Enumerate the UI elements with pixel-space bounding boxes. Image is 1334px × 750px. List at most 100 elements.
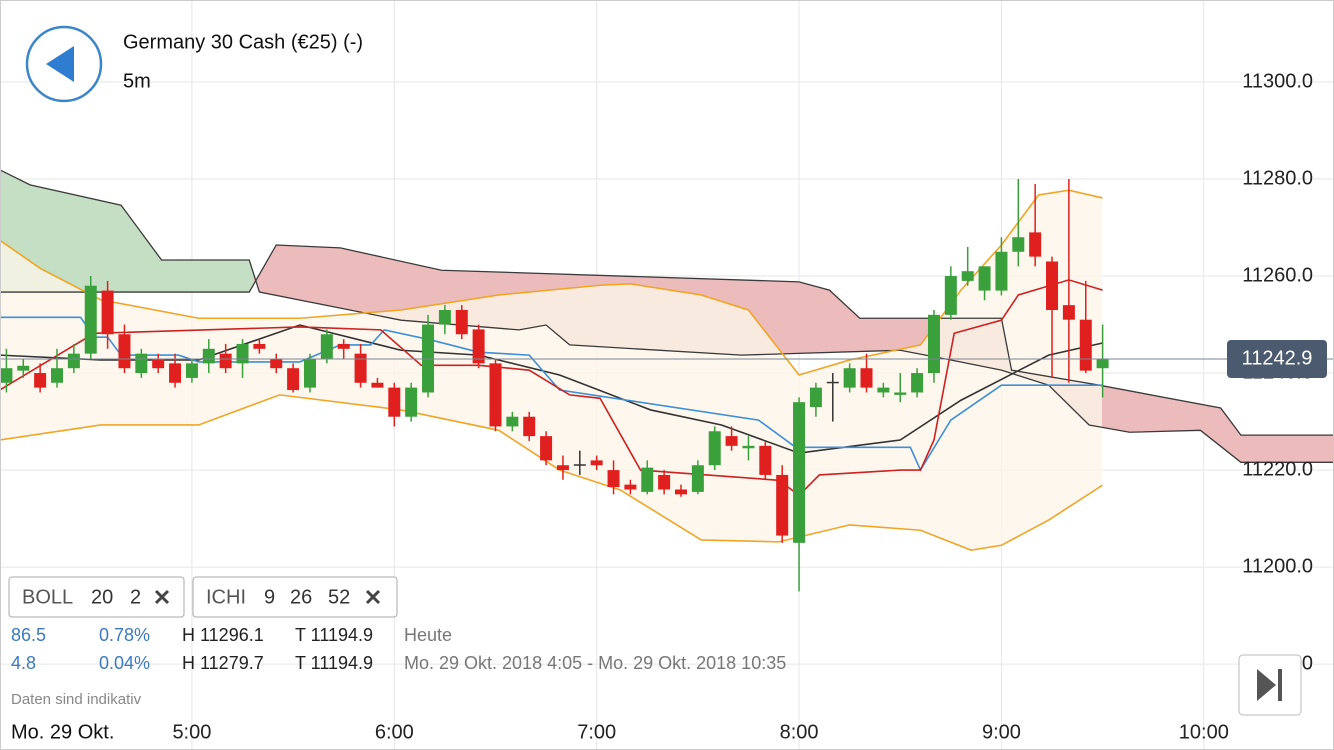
candle-body	[152, 358, 165, 369]
candle-body	[607, 470, 620, 488]
y-tick-label: 11220.0	[1242, 458, 1313, 480]
stat-cell: 0.04%	[99, 653, 150, 673]
note: Daten sind indikativ	[11, 691, 142, 708]
candle-body	[405, 387, 418, 417]
indicator-name: ICHI	[206, 586, 246, 608]
candle-body	[1079, 319, 1092, 371]
candle-body	[843, 368, 856, 388]
stat-cell: 86.5	[11, 625, 46, 645]
candle-body	[337, 343, 350, 349]
x-tick-label: 5:00	[172, 721, 211, 743]
candle-body	[354, 353, 367, 383]
date-label: Mo. 29 Okt.	[11, 721, 114, 743]
candle-body	[759, 445, 772, 475]
candle-body	[641, 467, 654, 492]
x-tick-label: 7:00	[577, 721, 616, 743]
candle-body	[978, 266, 991, 291]
indicator-chip[interactable]	[192, 576, 398, 618]
candle-body	[776, 474, 789, 536]
candle-body	[51, 368, 64, 383]
candle-body	[169, 363, 182, 383]
candle-body	[438, 309, 451, 325]
candle-body	[809, 387, 822, 408]
remove-icon[interactable]	[365, 589, 381, 605]
candle-body	[877, 387, 890, 393]
skip-icon-bar	[1278, 669, 1282, 701]
candle-body	[84, 285, 97, 354]
indicator-param: 2	[130, 586, 141, 608]
y-tick-label: 11300.0	[1242, 70, 1313, 92]
candle-body	[303, 358, 316, 388]
candle-body	[556, 465, 569, 471]
candle-body	[135, 353, 148, 374]
stat-cell: Heute	[404, 625, 452, 645]
indicator-param: 20	[91, 586, 113, 608]
candle-body	[67, 353, 80, 369]
stat-cell: T 11194.9	[295, 625, 373, 645]
x-tick-label: 9:00	[982, 721, 1021, 743]
indicator-line	[0, 394, 1104, 551]
candle-body	[101, 290, 114, 335]
last-price: 11242.9	[1242, 347, 1313, 369]
x-tick-label: 8:00	[780, 721, 819, 743]
candle-body	[236, 343, 249, 364]
candle-body	[489, 363, 502, 427]
candle-body	[388, 387, 401, 417]
instrument-title: Germany 30 Cash (€25) (-)	[123, 31, 363, 53]
candle-body	[270, 358, 283, 369]
candle-body	[202, 348, 215, 364]
candle-body	[927, 314, 940, 374]
stat-cell: 0.78%	[99, 625, 150, 645]
candle-body	[944, 276, 957, 315]
indicator-line	[0, 316, 1103, 472]
cloud-fill	[0, 169, 254, 293]
candle-body	[287, 368, 300, 391]
interval[interactable]: 5m	[123, 70, 151, 92]
candle-body	[523, 416, 536, 437]
candle-body	[1096, 358, 1109, 369]
candle-body	[674, 489, 687, 495]
overlay: 5:00 6:00 7:00 8:00 9:00 10:00 Germany 30 Cas…	[0, 25, 1327, 750]
candle-body	[1012, 237, 1025, 252]
skip-icon	[1257, 669, 1276, 701]
candle-body	[793, 402, 806, 543]
indicator-chip[interactable]	[8, 576, 185, 618]
candle-body	[590, 460, 603, 466]
candle-body	[624, 484, 637, 490]
candle-body	[185, 363, 198, 378]
candle-body	[708, 431, 721, 466]
price-box	[1227, 340, 1327, 378]
x-tick-label: 10:00	[1179, 721, 1229, 743]
candle-body	[17, 365, 30, 371]
y-tick-label: 11200.0	[1242, 555, 1313, 577]
indicator-param: 26	[290, 586, 312, 608]
indicator-param: 9	[264, 586, 275, 608]
candle-body	[691, 465, 704, 492]
back-icon	[46, 46, 74, 82]
indicator-line	[0, 324, 1103, 454]
remove-icon[interactable]	[154, 589, 170, 605]
stat-cell: Mo. 29 Okt. 2018 4:05 - Mo. 29 Okt. 2018…	[404, 653, 786, 673]
candle-body	[118, 334, 131, 369]
stat-cell: 4.8	[11, 653, 36, 673]
candle-body	[911, 373, 924, 393]
y-tick-label: 11260.0	[1242, 264, 1313, 286]
candle-body	[0, 368, 13, 383]
candle-body	[826, 381, 839, 384]
stat-cell: H 11279.7	[182, 653, 264, 673]
x-tick-label: 6:00	[375, 721, 414, 743]
candle-body	[472, 329, 485, 364]
candle-body	[253, 343, 266, 349]
candle-body	[1062, 305, 1075, 320]
candle-body	[658, 474, 671, 490]
y-tick-label: 11280.0	[1242, 167, 1313, 189]
candle-body	[995, 251, 1008, 291]
candle-body	[320, 334, 333, 359]
stat-cell: T 11194.9	[295, 653, 373, 673]
candle-body	[1029, 232, 1042, 257]
candle-body	[219, 353, 232, 369]
stat-cell: H 11296.1	[182, 625, 264, 645]
band-fill	[0, 190, 1102, 550]
